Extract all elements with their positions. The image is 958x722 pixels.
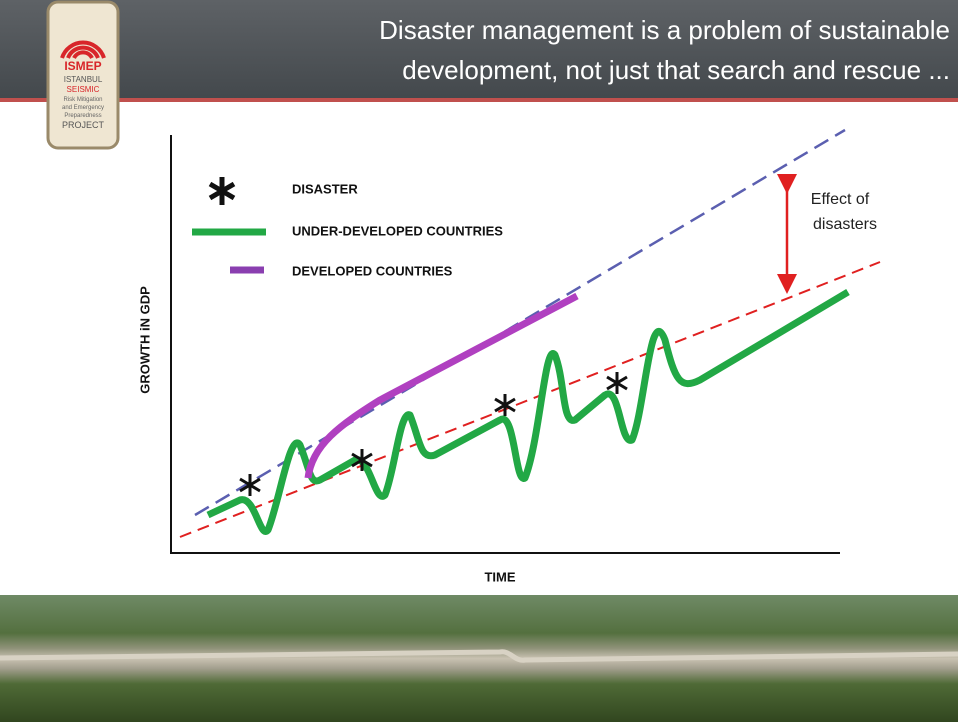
- title-line: Disaster management is a problem of sust…: [379, 15, 950, 45]
- slide: Disaster management is a problem of sust…: [0, 0, 958, 722]
- header-rule: [0, 98, 958, 102]
- logo-text: ISTANBUL: [64, 75, 103, 84]
- legend-label: DEVELOPED COUNTRIES: [292, 263, 453, 278]
- y-axis-label: GROWTH iN GDP: [137, 286, 152, 394]
- annotation: Effect of: [811, 191, 870, 208]
- title-line: development, not just that search and re…: [402, 55, 950, 85]
- x-axis-label: TIME: [484, 569, 515, 584]
- logo-text: Preparedness: [64, 113, 101, 119]
- logo: ISMEP ISTANBUL SEISMIC Risk Mitigation a…: [48, 2, 118, 148]
- logo-text: and Emergency: [62, 105, 104, 111]
- legend-label: UNDER-DEVELOPED COUNTRIES: [292, 223, 503, 238]
- legend-label: DISASTER: [292, 181, 358, 196]
- page: Disaster management is a problem of sust…: [0, 0, 958, 722]
- logo-text: SEISMIC: [67, 85, 100, 94]
- logo-text: PROJECT: [62, 120, 105, 130]
- annotation: disasters: [813, 216, 877, 233]
- logo-text: ISMEP: [64, 59, 101, 73]
- logo-text: Risk Mitigation: [63, 97, 102, 103]
